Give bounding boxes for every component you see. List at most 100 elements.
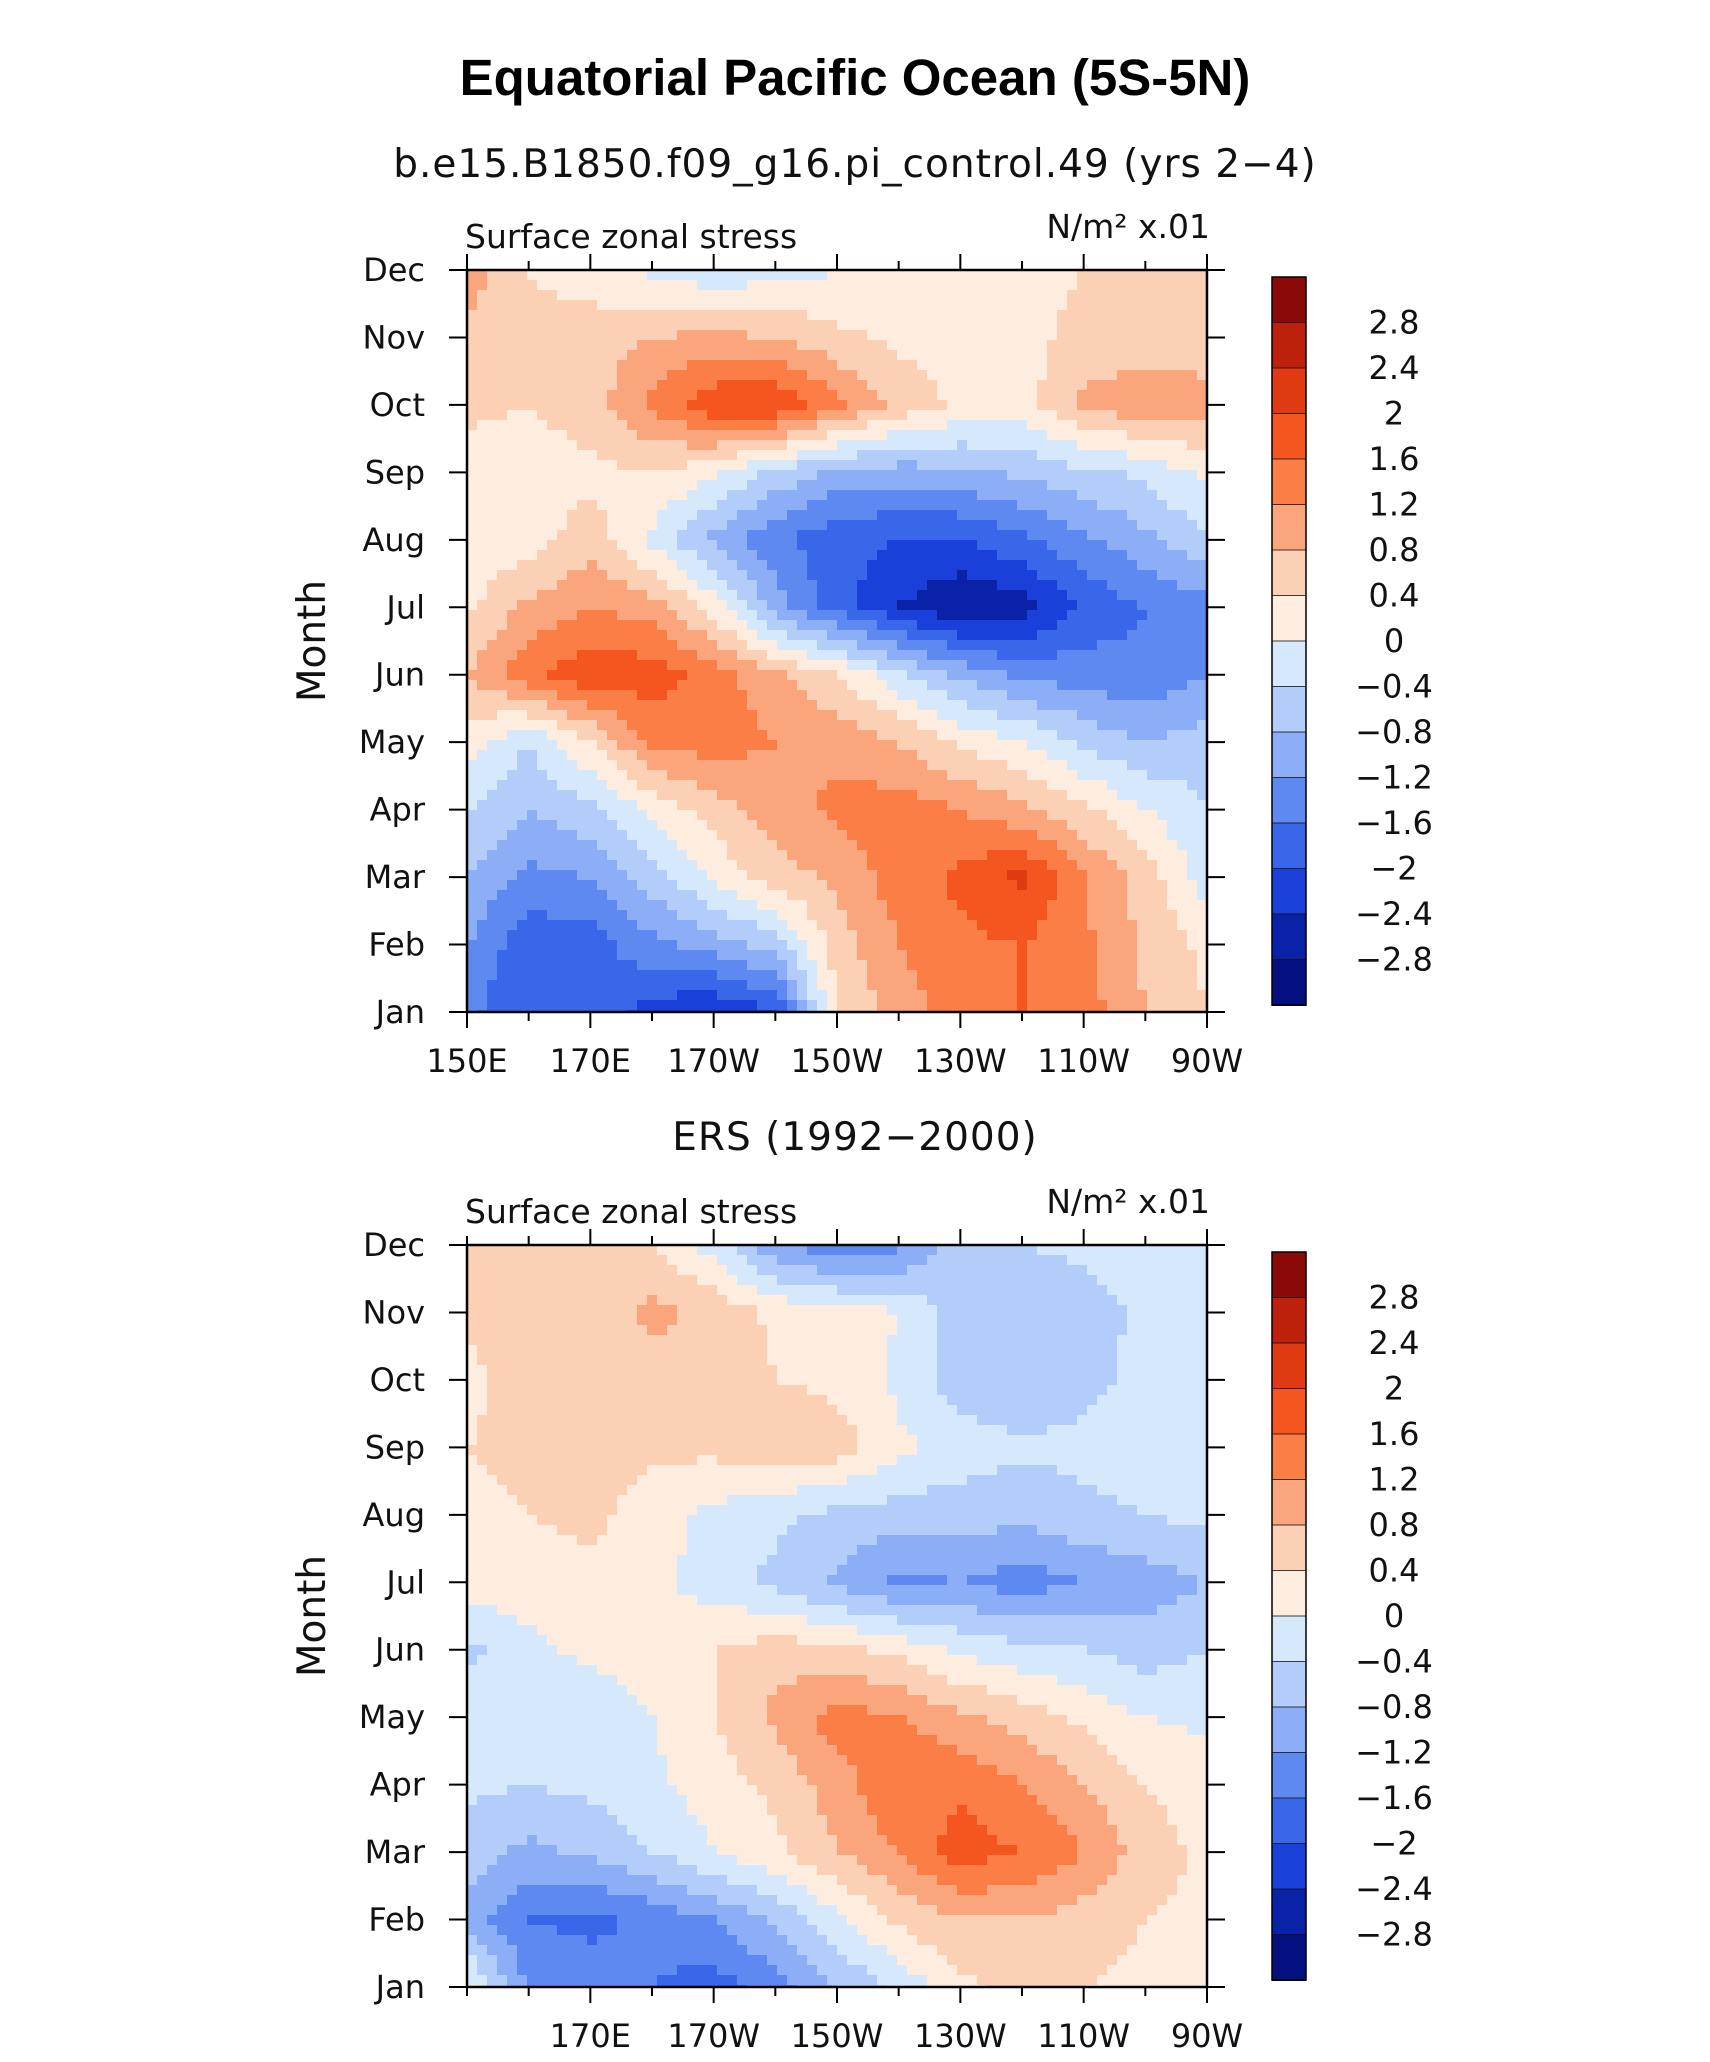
heatmap-cell xyxy=(847,930,858,941)
heatmap-cell xyxy=(687,370,698,381)
heatmap-cell xyxy=(817,620,828,631)
heatmap-cell xyxy=(487,620,498,631)
heatmap-cell xyxy=(827,870,838,881)
heatmap-cell xyxy=(1147,570,1158,581)
heatmap-cell xyxy=(1047,790,1058,801)
heatmap-cell xyxy=(627,290,638,301)
heatmap-cell xyxy=(647,450,658,461)
heatmap-cell xyxy=(807,790,818,801)
heatmap-cell xyxy=(1197,590,1208,601)
heatmap-cell xyxy=(507,760,518,771)
heatmap-cell xyxy=(1067,550,1078,561)
heatmap-cell xyxy=(1157,730,1168,741)
heatmap-cell xyxy=(587,830,598,841)
heatmap-cell xyxy=(637,580,648,591)
heatmap-cell xyxy=(607,350,618,361)
heatmap-cell xyxy=(1137,870,1148,881)
heatmap-cell xyxy=(1037,530,1048,541)
heatmap-cell xyxy=(717,300,728,311)
heatmap-cell xyxy=(757,690,768,701)
heatmap-cell xyxy=(877,300,888,311)
heatmap-cell xyxy=(787,850,798,861)
heatmap-cell xyxy=(1017,900,1028,911)
heatmap-cell xyxy=(697,530,708,541)
heatmap-cell xyxy=(597,460,608,471)
heatmap-cell xyxy=(1197,570,1208,581)
heatmap-cell xyxy=(847,840,858,851)
heatmap-cell xyxy=(1077,430,1088,441)
heatmap-cell xyxy=(1107,420,1118,431)
heatmap-cell xyxy=(557,650,568,661)
heatmap-cell xyxy=(567,590,578,601)
heatmap-cell xyxy=(487,300,498,311)
heatmap-cell xyxy=(927,330,938,341)
heatmap-cell xyxy=(997,520,1008,531)
heatmap-cell xyxy=(717,450,728,461)
heatmap-cell xyxy=(1167,310,1178,321)
heatmap-cell xyxy=(547,370,558,381)
heatmap-cell xyxy=(947,760,958,771)
heatmap-cell xyxy=(637,570,648,581)
heatmap-cell xyxy=(1177,580,1188,591)
heatmap-cell xyxy=(697,890,708,901)
heatmap-cell xyxy=(1157,600,1168,611)
heatmap-cell xyxy=(507,590,518,601)
heatmap-cell xyxy=(1057,380,1068,391)
heatmap-cell xyxy=(967,770,978,781)
heatmap-cell xyxy=(1197,270,1208,281)
heatmap-cell xyxy=(517,350,528,361)
heatmap-cell xyxy=(547,510,558,521)
heatmap-cell xyxy=(687,700,698,711)
heatmap-cell xyxy=(637,430,648,441)
heatmap-cell xyxy=(937,720,948,731)
heatmap-cell xyxy=(957,540,968,551)
heatmap-cell xyxy=(617,280,628,291)
heatmap-cell xyxy=(997,360,1008,371)
heatmap-cell xyxy=(517,800,528,811)
heatmap-cell xyxy=(627,740,638,751)
heatmap-cell xyxy=(607,300,618,311)
heatmap-cell xyxy=(947,790,958,801)
heatmap-cell xyxy=(1147,880,1158,891)
heatmap-cell xyxy=(477,860,488,871)
heatmap-cell xyxy=(827,770,838,781)
heatmap-cell xyxy=(617,430,628,441)
heatmap-cell xyxy=(927,510,938,521)
heatmap-cell xyxy=(637,890,648,901)
heatmap-cell xyxy=(567,610,578,621)
heatmap-cell xyxy=(1107,550,1118,561)
heatmap-cell xyxy=(1117,870,1128,881)
heatmap-cell xyxy=(627,610,638,621)
heatmap-cell xyxy=(907,770,918,781)
heatmap-cell xyxy=(1187,500,1198,511)
heatmap-cell xyxy=(1197,800,1208,811)
heatmap-cell xyxy=(937,310,948,321)
heatmap-cell xyxy=(1147,480,1158,491)
heatmap-cell xyxy=(917,920,928,931)
heatmap-cell xyxy=(727,730,738,741)
heatmap-cell xyxy=(497,780,508,791)
heatmap-cell xyxy=(807,530,818,541)
heatmap-cell xyxy=(507,600,518,611)
heatmap-cell xyxy=(1027,620,1038,631)
heatmap-cell xyxy=(597,370,608,381)
heatmap-cell xyxy=(727,640,738,651)
heatmap-cell xyxy=(877,910,888,921)
heatmap-cell xyxy=(1077,650,1088,661)
heatmap-cell xyxy=(667,610,678,621)
heatmap-cell xyxy=(547,410,558,421)
heatmap-cell xyxy=(947,740,958,751)
heatmap-cell xyxy=(887,760,898,771)
heatmap-cell xyxy=(947,310,958,321)
heatmap-cell xyxy=(1077,490,1088,501)
heatmap-cell xyxy=(1117,370,1128,381)
heatmap-cell xyxy=(817,650,828,661)
heatmap-cell xyxy=(687,750,698,761)
heatmap-cell xyxy=(777,570,788,581)
heatmap-cell xyxy=(497,290,508,301)
heatmap-cell xyxy=(637,840,648,851)
heatmap-cell xyxy=(667,500,678,511)
heatmap-cell xyxy=(1007,590,1018,601)
heatmap-cell xyxy=(637,700,648,711)
heatmap-cell xyxy=(797,330,808,341)
